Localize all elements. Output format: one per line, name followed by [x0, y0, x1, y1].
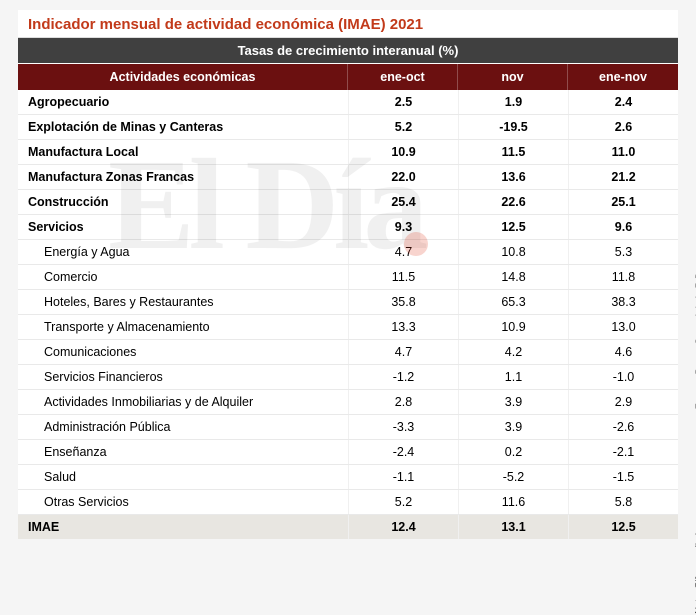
- row-label: Hoteles, Bares y Restaurantes: [18, 290, 348, 314]
- col-header-nov: nov: [458, 64, 568, 90]
- row-value: -2.1: [568, 440, 678, 464]
- row-value: 22.0: [348, 165, 458, 189]
- table-row: Actividades Inmobiliarias y de Alquiler2…: [18, 390, 678, 415]
- col-header-activity: Actividades económicas: [18, 64, 348, 90]
- table-row: Manufactura Local10.911.511.0: [18, 140, 678, 165]
- row-value: 21.2: [568, 165, 678, 189]
- table-row: Servicios9.312.59.6: [18, 215, 678, 240]
- table-row: Construcción25.422.625.1: [18, 190, 678, 215]
- row-value: 25.4: [348, 190, 458, 214]
- row-value: 5.3: [568, 240, 678, 264]
- row-value: 10.9: [458, 315, 568, 339]
- row-value: 11.5: [348, 265, 458, 289]
- row-label: Agropecuario: [18, 90, 348, 114]
- row-label: Manufactura Local: [18, 140, 348, 164]
- row-label: Energía y Agua: [18, 240, 348, 264]
- row-value: 5.2: [348, 115, 458, 139]
- total-val-2: 13.1: [458, 515, 568, 539]
- row-value: 25.1: [568, 190, 678, 214]
- row-value: 11.6: [458, 490, 568, 514]
- row-value: 35.8: [348, 290, 458, 314]
- row-label: Explotación de Minas y Canteras: [18, 115, 348, 139]
- row-value: 11.8: [568, 265, 678, 289]
- row-label: Enseñanza: [18, 440, 348, 464]
- row-value: 5.8: [568, 490, 678, 514]
- row-value: 2.4: [568, 90, 678, 114]
- row-value: 12.5: [458, 215, 568, 239]
- row-label: Construcción: [18, 190, 348, 214]
- imae-table-card: Indicador mensual de actividad económica…: [18, 10, 678, 539]
- row-label: Otras Servicios: [18, 490, 348, 514]
- row-value: 65.3: [458, 290, 568, 314]
- row-value: 38.3: [568, 290, 678, 314]
- column-header-row: Actividades económicas ene-oct nov ene-n…: [18, 64, 678, 90]
- row-value: -1.1: [348, 465, 458, 489]
- row-value: 22.6: [458, 190, 568, 214]
- row-value: 3.9: [458, 415, 568, 439]
- row-value: 4.7: [348, 240, 458, 264]
- row-value: 13.3: [348, 315, 458, 339]
- row-value: 10.8: [458, 240, 568, 264]
- table-title: Indicador mensual de actividad económica…: [18, 10, 678, 38]
- total-label: IMAE: [18, 515, 348, 539]
- table-row: Agropecuario2.51.92.4: [18, 90, 678, 115]
- row-value: -1.5: [568, 465, 678, 489]
- row-value: 9.6: [568, 215, 678, 239]
- row-label: Manufactura Zonas Francas: [18, 165, 348, 189]
- row-value: 0.2: [458, 440, 568, 464]
- table-row: Otras Servicios5.211.65.8: [18, 490, 678, 515]
- row-value: 13.6: [458, 165, 568, 189]
- col-header-ene-oct: ene-oct: [348, 64, 458, 90]
- row-label: Administración Pública: [18, 415, 348, 439]
- table-row: Explotación de Minas y Canteras5.2-19.52…: [18, 115, 678, 140]
- row-value: 2.5: [348, 90, 458, 114]
- row-value: 2.6: [568, 115, 678, 139]
- row-label: Comercio: [18, 265, 348, 289]
- row-value: 11.5: [458, 140, 568, 164]
- row-value: 10.9: [348, 140, 458, 164]
- table-row: Servicios Financieros-1.21.1-1.0: [18, 365, 678, 390]
- row-label: Transporte y Almacenamiento: [18, 315, 348, 339]
- table-row: Transporte y Almacenamiento13.310.913.0: [18, 315, 678, 340]
- row-value: 13.0: [568, 315, 678, 339]
- table-row: Manufactura Zonas Francas22.013.621.2: [18, 165, 678, 190]
- row-value: 2.8: [348, 390, 458, 414]
- row-value: 4.6: [568, 340, 678, 364]
- total-val-1: 12.4: [348, 515, 458, 539]
- row-value: -19.5: [458, 115, 568, 139]
- table-row: Enseñanza-2.40.2-2.1: [18, 440, 678, 465]
- row-label: Salud: [18, 465, 348, 489]
- table-row: Hoteles, Bares y Restaurantes35.865.338.…: [18, 290, 678, 315]
- row-value: 5.2: [348, 490, 458, 514]
- row-label: Comunicaciones: [18, 340, 348, 364]
- row-value: 1.1: [458, 365, 568, 389]
- row-value: -1.0: [568, 365, 678, 389]
- col-header-ene-nov: ene-nov: [568, 64, 678, 90]
- table-row: Salud-1.1-5.2-1.5: [18, 465, 678, 490]
- total-val-3: 12.5: [568, 515, 678, 539]
- table-row: Energía y Agua4.710.85.3: [18, 240, 678, 265]
- row-value: -3.3: [348, 415, 458, 439]
- row-value: -2.6: [568, 415, 678, 439]
- row-value: -1.2: [348, 365, 458, 389]
- row-value: 4.7: [348, 340, 458, 364]
- row-value: 4.2: [458, 340, 568, 364]
- row-value: -2.4: [348, 440, 458, 464]
- row-label: Servicios: [18, 215, 348, 239]
- row-value: -5.2: [458, 465, 568, 489]
- row-value: 14.8: [458, 265, 568, 289]
- row-value: 11.0: [568, 140, 678, 164]
- row-value: 2.9: [568, 390, 678, 414]
- row-label: Actividades Inmobiliarias y de Alquiler: [18, 390, 348, 414]
- table-row: Comunicaciones4.74.24.6: [18, 340, 678, 365]
- row-label: Servicios Financieros: [18, 365, 348, 389]
- table-row: Administración Pública-3.33.9-2.6: [18, 415, 678, 440]
- table-row: Comercio11.514.811.8: [18, 265, 678, 290]
- row-value: 9.3: [348, 215, 458, 239]
- table-total-row: IMAE 12.4 13.1 12.5: [18, 515, 678, 539]
- table-subheader: Tasas de crecimiento interanual (%): [18, 38, 678, 64]
- row-value: 1.9: [458, 90, 568, 114]
- table-body: Agropecuario2.51.92.4Explotación de Mina…: [18, 90, 678, 515]
- row-value: 3.9: [458, 390, 568, 414]
